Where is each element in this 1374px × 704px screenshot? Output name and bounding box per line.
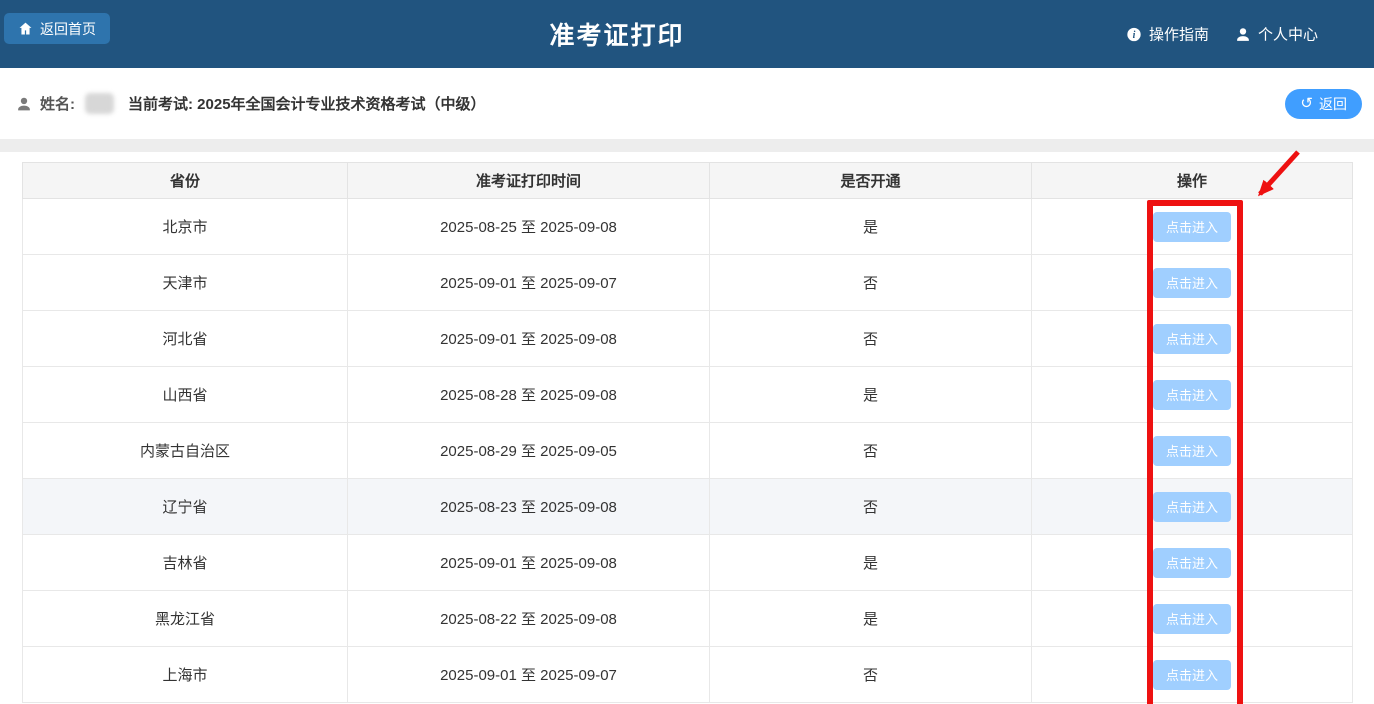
refresh-icon: ↺ xyxy=(1300,94,1313,112)
enter-button[interactable]: 点击进入 xyxy=(1153,603,1231,634)
open-status-cell: 否 xyxy=(709,254,1032,311)
column-header-open: 是否开通 xyxy=(709,162,1032,199)
open-status-cell: 是 xyxy=(709,534,1032,591)
column-header-province: 省份 xyxy=(22,162,348,199)
open-status-cell: 否 xyxy=(709,478,1032,535)
table-row: 内蒙古自治区 2025-08-29 至 2025-09-05 否 点击进入 xyxy=(22,422,1353,479)
action-cell: 点击进入 xyxy=(1031,646,1353,703)
table-row: 山西省 2025-08-28 至 2025-09-08 是 点击进入 xyxy=(22,366,1353,423)
guide-label: 操作指南 xyxy=(1148,26,1209,44)
action-cell: 点击进入 xyxy=(1031,478,1353,535)
table-row: 黑龙江省 2025-08-22 至 2025-09-08 是 点击进入 xyxy=(22,590,1353,647)
open-status-cell: 是 xyxy=(709,366,1032,423)
period-cell: 2025-08-28 至 2025-09-08 xyxy=(347,366,710,423)
redacted-name xyxy=(85,93,114,114)
open-status-cell: 否 xyxy=(709,646,1032,703)
table-row: 辽宁省 2025-08-23 至 2025-09-08 否 点击进入 xyxy=(22,478,1353,535)
province-cell: 辽宁省 xyxy=(22,478,348,535)
open-status-cell: 是 xyxy=(709,198,1032,255)
period-cell: 2025-08-22 至 2025-09-08 xyxy=(347,590,710,647)
candidate-bar: 姓名: 当前考试: 2025年全国会计专业技术资格考试（中级） ↺ 返回 xyxy=(0,68,1374,139)
province-cell: 河北省 xyxy=(22,310,348,367)
table-header-row: 省份 准考证打印时间 是否开通 操作 xyxy=(22,162,1353,199)
divider-strip xyxy=(0,139,1374,152)
action-cell: 点击进入 xyxy=(1031,534,1353,591)
period-cell: 2025-08-25 至 2025-09-08 xyxy=(347,198,710,255)
column-header-action: 操作 xyxy=(1031,162,1353,199)
open-status-cell: 否 xyxy=(709,422,1032,479)
action-cell: 点击进入 xyxy=(1031,310,1353,367)
province-cell: 内蒙古自治区 xyxy=(22,422,348,479)
return-label: 返回 xyxy=(1319,95,1347,112)
province-cell: 上海市 xyxy=(22,646,348,703)
province-cell: 黑龙江省 xyxy=(22,590,348,647)
profile-label: 个人中心 xyxy=(1257,26,1318,44)
header-nav: i 操作指南 个人中心 xyxy=(1126,24,1318,45)
back-home-button[interactable]: 返回首页 xyxy=(4,13,110,44)
enter-button[interactable]: 点击进入 xyxy=(1153,379,1231,410)
return-button[interactable]: ↺ 返回 xyxy=(1285,88,1362,119)
period-cell: 2025-08-23 至 2025-09-08 xyxy=(347,478,710,535)
page-title: 准考证打印 xyxy=(549,22,685,50)
back-home-label: 返回首页 xyxy=(40,20,96,37)
open-status-cell: 否 xyxy=(709,310,1032,367)
enter-button[interactable]: 点击进入 xyxy=(1153,435,1231,466)
info-icon: i xyxy=(1126,26,1142,42)
enter-button[interactable]: 点击进入 xyxy=(1153,267,1231,298)
action-cell: 点击进入 xyxy=(1031,254,1353,311)
period-cell: 2025-08-29 至 2025-09-05 xyxy=(347,422,710,479)
period-cell: 2025-09-01 至 2025-09-07 xyxy=(347,254,710,311)
svg-text:i: i xyxy=(1133,30,1136,41)
action-cell: 点击进入 xyxy=(1031,366,1353,423)
enter-button[interactable]: 点击进入 xyxy=(1153,323,1231,354)
period-cell: 2025-09-01 至 2025-09-08 xyxy=(347,310,710,367)
user-icon xyxy=(1235,26,1251,42)
table-row: 吉林省 2025-09-01 至 2025-09-08 是 点击进入 xyxy=(22,534,1353,591)
name-label: 姓名: xyxy=(40,96,75,113)
province-cell: 吉林省 xyxy=(22,534,348,591)
province-table: 省份 准考证打印时间 是否开通 操作 北京市 2025-08-25 至 2025-… xyxy=(22,162,1353,703)
period-cell: 2025-09-01 至 2025-09-08 xyxy=(347,534,710,591)
table-row: 天津市 2025-09-01 至 2025-09-07 否 点击进入 xyxy=(22,254,1353,311)
table-row: 北京市 2025-08-25 至 2025-09-08 是 点击进入 xyxy=(22,198,1353,255)
province-cell: 北京市 xyxy=(22,198,348,255)
table-row: 上海市 2025-09-01 至 2025-09-07 否 点击进入 xyxy=(22,646,1353,703)
user-icon xyxy=(16,96,32,112)
main-content: 省份 准考证打印时间 是否开通 操作 北京市 2025-08-25 至 2025-… xyxy=(0,152,1374,703)
profile-link[interactable]: 个人中心 xyxy=(1235,24,1318,45)
period-cell: 2025-09-01 至 2025-09-07 xyxy=(347,646,710,703)
action-cell: 点击进入 xyxy=(1031,590,1353,647)
home-icon xyxy=(18,21,33,36)
enter-button[interactable]: 点击进入 xyxy=(1153,211,1231,242)
action-cell: 点击进入 xyxy=(1031,198,1353,255)
current-exam-label: 当前考试: 2025年全国会计专业技术资格考试（中级） xyxy=(128,96,486,113)
province-cell: 天津市 xyxy=(22,254,348,311)
action-cell: 点击进入 xyxy=(1031,422,1353,479)
column-header-period: 准考证打印时间 xyxy=(347,162,710,199)
enter-button[interactable]: 点击进入 xyxy=(1153,547,1231,578)
open-status-cell: 是 xyxy=(709,590,1032,647)
table-row: 河北省 2025-09-01 至 2025-09-08 否 点击进入 xyxy=(22,310,1353,367)
guide-link[interactable]: i 操作指南 xyxy=(1126,24,1209,45)
enter-button[interactable]: 点击进入 xyxy=(1153,659,1231,690)
province-cell: 山西省 xyxy=(22,366,348,423)
app-header: 返回首页 准考证打印 i 操作指南 个人中心 xyxy=(0,0,1374,68)
enter-button[interactable]: 点击进入 xyxy=(1153,491,1231,522)
